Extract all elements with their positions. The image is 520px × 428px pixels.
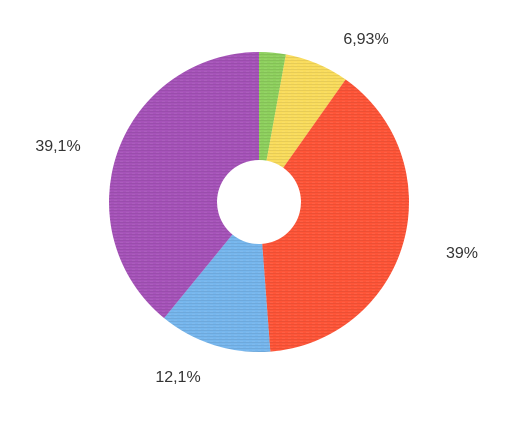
slice-label-2: 39%: [446, 245, 478, 262]
slice-label-4: 39,1%: [35, 138, 80, 155]
labels-group: 6,93% 39% 12,1% 39,1%: [35, 31, 478, 386]
slices-group: [108, 52, 409, 352]
slice-label-3: 12,1%: [155, 369, 200, 386]
slice-label-1: 6,93%: [343, 31, 388, 48]
